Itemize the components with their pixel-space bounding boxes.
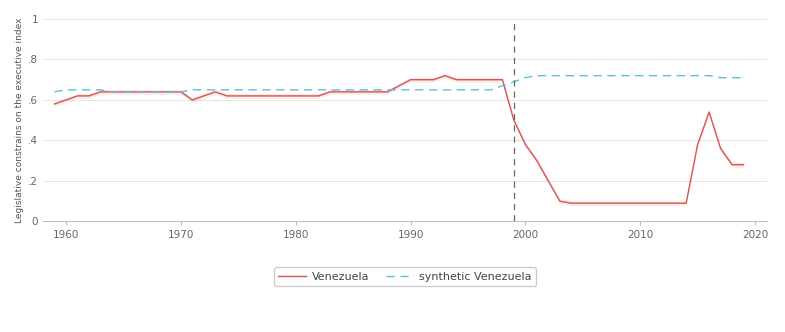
synthetic Venezuela [532, 74, 542, 78]
Venezuela [739, 163, 748, 167]
Venezuela [291, 94, 301, 98]
Venezuela [440, 74, 450, 78]
Venezuela [188, 98, 197, 102]
Y-axis label: Legislative constrains on the executive index: Legislative constrains on the executive … [15, 18, 24, 223]
synthetic Venezuela [49, 90, 59, 94]
synthetic Venezuela [210, 88, 220, 92]
synthetic Venezuela [739, 76, 748, 80]
Venezuela [210, 90, 220, 94]
Line: synthetic Venezuela: synthetic Venezuela [54, 76, 743, 92]
Venezuela [670, 201, 679, 205]
Venezuela [475, 78, 484, 82]
Venezuela [49, 102, 59, 106]
synthetic Venezuela [188, 88, 197, 92]
synthetic Venezuela [463, 88, 473, 92]
Legend: Venezuela, synthetic Venezuela: Venezuela, synthetic Venezuela [274, 268, 536, 287]
synthetic Venezuela [418, 88, 427, 92]
Venezuela [567, 201, 576, 205]
Line: Venezuela: Venezuela [54, 76, 743, 203]
synthetic Venezuela [659, 74, 668, 78]
synthetic Venezuela [291, 88, 301, 92]
Venezuela [418, 78, 427, 82]
